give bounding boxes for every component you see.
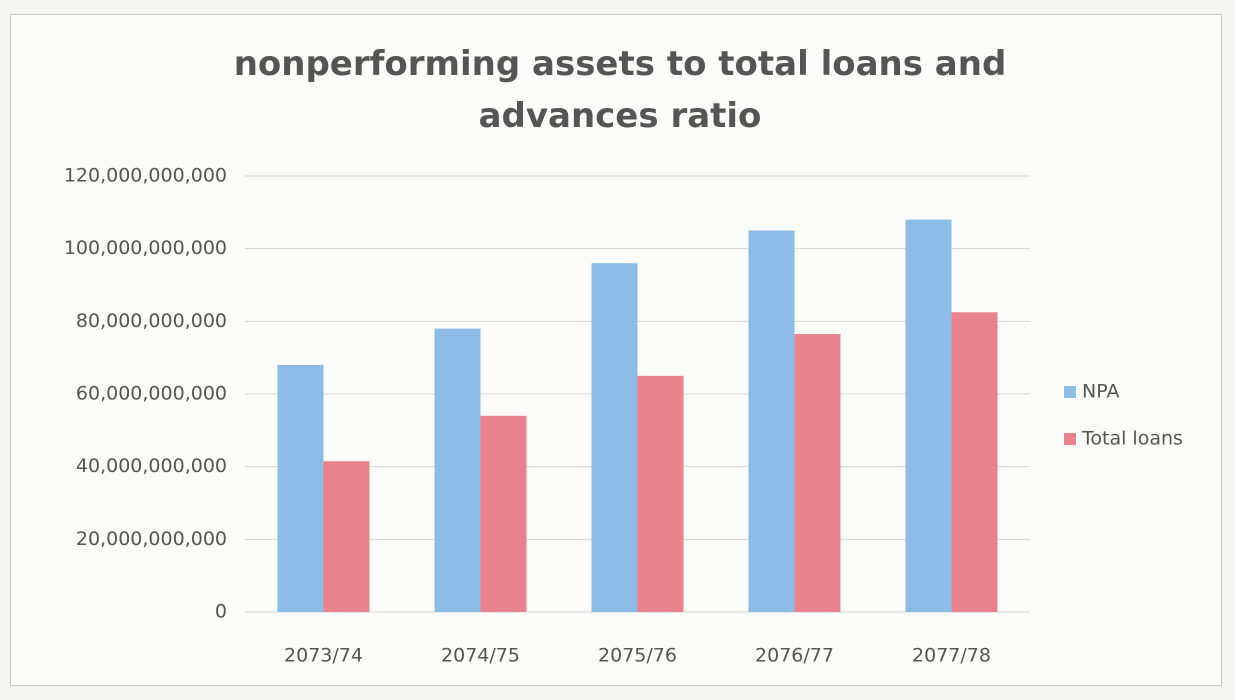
bar — [480, 415, 527, 612]
x-tick-label: 2077/78 — [912, 645, 991, 667]
legend-swatch — [1064, 386, 1076, 398]
y-tick-label: 120,000,000,000 — [64, 165, 227, 187]
y-tick-label: 80,000,000,000 — [76, 310, 227, 332]
bar — [951, 312, 998, 612]
y-tick-label: 40,000,000,000 — [76, 455, 227, 477]
chart-title: nonperforming assets to total loans and … — [233, 44, 1007, 136]
bar — [277, 364, 324, 612]
bar — [748, 230, 795, 612]
x-tick-label: 2076/77 — [755, 645, 834, 667]
bar — [637, 375, 684, 612]
bar — [794, 334, 841, 612]
legend-label: NPA — [1082, 381, 1119, 403]
bar — [905, 219, 952, 612]
legend-swatch — [1064, 433, 1076, 445]
x-tick-label: 2074/75 — [441, 645, 520, 667]
bar — [591, 263, 638, 612]
bar — [323, 461, 370, 612]
x-tick-label: 2075/76 — [598, 645, 677, 667]
y-tick-label: 100,000,000,000 — [64, 237, 227, 259]
legend-label: Total loans — [1081, 428, 1183, 450]
y-tick-label: 20,000,000,000 — [76, 528, 227, 550]
x-tick-label: 2073/74 — [284, 645, 363, 667]
y-tick-label: 60,000,000,000 — [76, 383, 227, 405]
y-tick-label: 0 — [215, 601, 227, 623]
bar — [434, 328, 481, 612]
